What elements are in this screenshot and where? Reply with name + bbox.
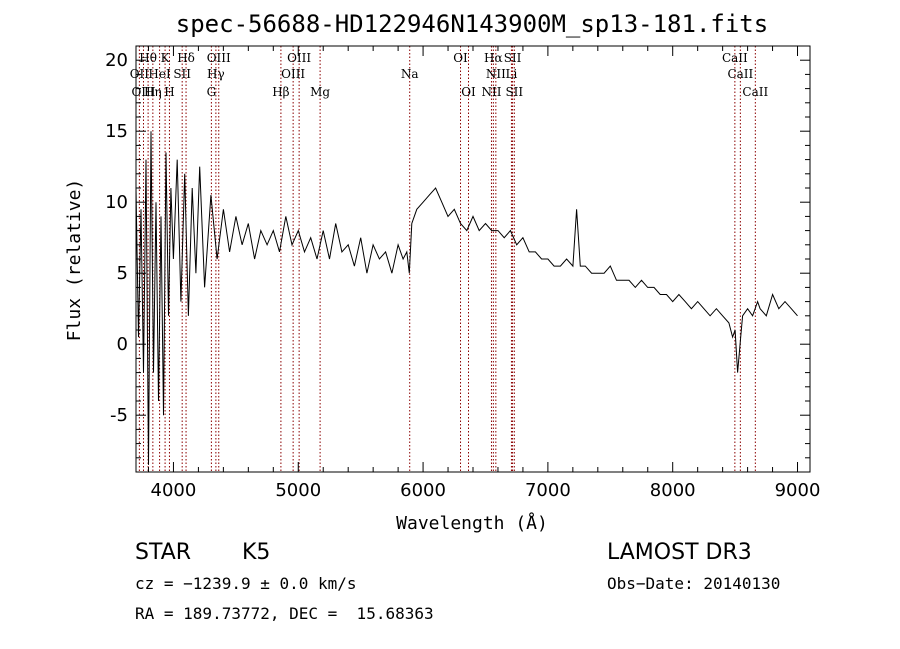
y-tick-label: -5 bbox=[110, 405, 128, 426]
spectral-line-label: Na bbox=[401, 67, 419, 81]
x-axis-ticks: 4000 5000 6000 7000 8000 9000 bbox=[147, 46, 821, 501]
object-subclass: K5 bbox=[242, 540, 271, 565]
chart-title: spec-56688-HD122946N143900M_sp13-181.fit… bbox=[176, 10, 768, 38]
plot-frame bbox=[135, 45, 811, 473]
spectral-line-label: SII bbox=[173, 67, 191, 81]
x-tick-label: 4000 bbox=[151, 480, 197, 501]
spectral-line-label: Mg bbox=[310, 85, 330, 99]
x-axis-label: Wavelength (Å) bbox=[396, 512, 548, 534]
spectral-line-label: NII bbox=[481, 85, 501, 99]
object-class: STAR bbox=[135, 540, 192, 565]
x-tick-label: 5000 bbox=[275, 480, 321, 501]
spectral-line-label: Li bbox=[506, 67, 518, 81]
x-tick-label: 7000 bbox=[525, 480, 571, 501]
spectral-line-label: OI bbox=[453, 51, 468, 65]
spectral-line-label: Hδ bbox=[177, 51, 195, 65]
spectral-line-label: OIII bbox=[281, 67, 305, 81]
sky-coordinates: RA = 189.73772, DEC = 15.68363 bbox=[135, 604, 434, 623]
spectral-line-markers bbox=[138, 46, 756, 472]
observation-date: Obs−Date: 20140130 bbox=[607, 574, 781, 593]
spectral-line-label: SII bbox=[505, 85, 523, 99]
x-tick-label: 8000 bbox=[650, 480, 696, 501]
redshift-velocity: cz = −1239.9 ± 0.0 km/s bbox=[135, 574, 357, 593]
y-tick-label: 15 bbox=[105, 121, 128, 142]
spectrum-line bbox=[135, 131, 798, 465]
spectral-line-label: OIII bbox=[287, 51, 311, 65]
spectral-line-label: Hη bbox=[144, 85, 162, 99]
spectral-line-label: H bbox=[164, 85, 174, 99]
spectral-line-label: NII bbox=[486, 67, 506, 81]
spectral-line-label: G bbox=[207, 85, 217, 99]
spectral-line-label: OI bbox=[461, 85, 476, 99]
spectral-line-label: CaII bbox=[722, 51, 748, 65]
spectral-line-label: Hθ bbox=[139, 51, 157, 65]
spectral-line-label: SII bbox=[504, 51, 522, 65]
spectrum-trace bbox=[135, 131, 798, 465]
spectral-line-label: OIII bbox=[207, 51, 231, 65]
y-tick-label: 10 bbox=[105, 192, 128, 213]
spectral-line-label: Hα bbox=[484, 51, 503, 65]
y-tick-label: 20 bbox=[105, 50, 128, 71]
y-axis-label: Flux (relative) bbox=[64, 179, 85, 342]
y-tick-label: 0 bbox=[117, 334, 128, 355]
spectral-line-label: K bbox=[161, 51, 171, 65]
spectral-line-label: CaII bbox=[727, 67, 753, 81]
survey-name: LAMOST DR3 bbox=[607, 540, 752, 565]
spectral-line-label: CaII bbox=[742, 85, 768, 99]
y-axis-ticks: -5 0 5 10 15 20 bbox=[105, 45, 810, 459]
spectral-line-label: Hβ bbox=[272, 85, 289, 99]
spectral-line-label: HeI bbox=[148, 67, 171, 81]
spectral-line-label: Hγ bbox=[207, 67, 225, 81]
y-tick-label: 5 bbox=[117, 263, 128, 284]
x-tick-label: 6000 bbox=[400, 480, 446, 501]
x-tick-label: 9000 bbox=[775, 480, 821, 501]
